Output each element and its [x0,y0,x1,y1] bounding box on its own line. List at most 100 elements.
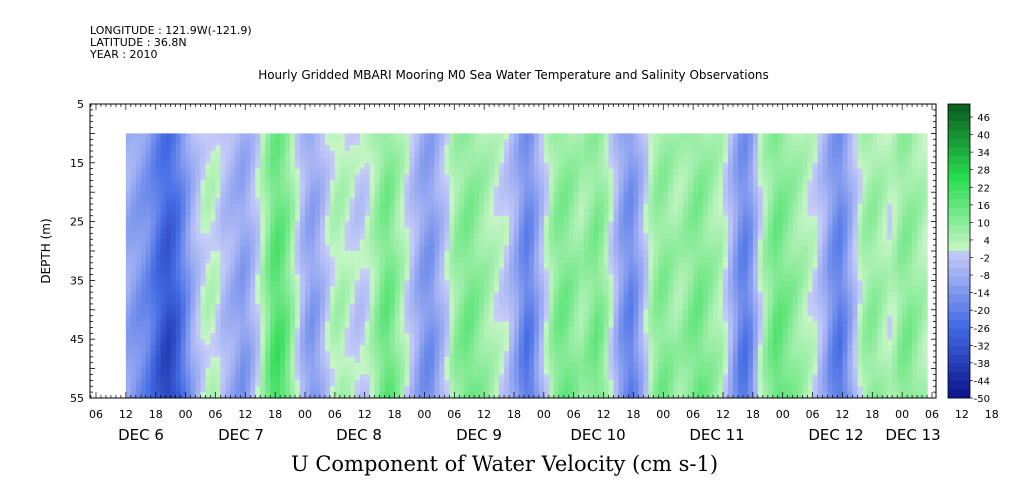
heatmap-cell [633,162,640,170]
heatmap-cell [235,374,241,381]
heatmap-cell [434,245,440,252]
heatmap-cell [568,392,575,398]
heatmap-cell [583,209,590,217]
heatmap-cell [200,198,207,205]
heatmap-cell [140,233,147,240]
heatmap-cell [523,309,530,317]
heatmap-cell [285,374,291,381]
heatmap-cell [160,227,167,234]
heatmap-cell [514,315,520,323]
heatmap-cell [533,168,540,176]
heatmap-cell [195,333,202,340]
heatmap-cell [394,221,401,229]
heatmap-cell [145,239,152,246]
heatmap-cell [235,186,241,193]
heatmap-cell [489,145,495,152]
heatmap-cell [364,392,371,398]
heatmap-cell [643,280,649,287]
heatmap-cell [543,198,550,205]
heatmap-cell [339,198,346,205]
heatmap-cell [344,362,351,370]
heatmap-cell [384,286,391,293]
heatmap-cell [538,298,545,305]
heatmap-cell [210,203,217,211]
heatmap-cell [494,356,500,364]
heatmap-cell [295,221,301,229]
heatmap-cell [608,333,615,340]
heatmap-cell [459,233,465,240]
heatmap-cell [618,292,625,299]
heatmap-cell [608,168,615,176]
heatmap-cell [593,392,600,398]
heatmap-cell [220,392,226,398]
heatmap-cell [245,321,251,329]
heatmap-cell [235,274,241,281]
heatmap-cell [200,262,207,270]
heatmap-cell [150,192,157,199]
heatmap-cell [514,151,520,158]
heatmap-cell [270,145,276,152]
heatmap-cell [538,315,545,323]
heatmap-cell [270,286,276,293]
heatmap-cell [130,280,137,287]
heatmap-cell [285,298,291,305]
heatmap-cell [334,374,341,381]
heatmap-cell [613,203,620,211]
heatmap-cell [235,227,241,234]
heatmap-cell [130,303,137,311]
heatmap-cell [489,174,495,182]
heatmap-cell [643,215,649,223]
heatmap-cell [374,239,381,246]
heatmap-cell [260,327,266,334]
heatmap-cell [658,245,664,252]
heatmap-cell [449,198,455,205]
heatmap-cell [618,180,625,187]
heatmap-cell [603,380,610,387]
heatmap-cell [638,221,644,229]
heatmap-cell [135,151,142,158]
heatmap-cell [270,280,276,287]
heatmap-cell [528,303,535,311]
heatmap-cell [444,286,450,293]
heatmap-cell [538,350,545,358]
heatmap-cell [354,256,361,264]
heatmap-cell [523,209,530,217]
heatmap-cell [563,245,570,252]
heatmap-cell [548,262,555,270]
heatmap-cell [364,292,371,299]
heatmap-cell [215,227,222,234]
heatmap-cell [578,362,585,370]
heatmap-cell [439,227,445,234]
heatmap-cell [618,215,625,223]
heatmap-cell [295,274,301,281]
heatmap-cell [588,209,595,217]
heatmap-cell [553,256,560,264]
heatmap-cell [170,162,177,170]
heatmap-cell [235,168,241,176]
heatmap-cell [638,256,644,264]
heatmap-cell [509,168,515,176]
heatmap-cell [499,392,505,398]
heatmap-cell [364,350,371,358]
heatmap-cell [384,233,391,240]
heatmap-cell [270,186,276,193]
heatmap-cell [509,268,515,276]
heatmap-cell [504,368,510,376]
heatmap-cell [439,368,445,376]
heatmap-cell [384,168,391,176]
heatmap-cell [260,256,266,264]
heatmap-cell [633,309,640,317]
heatmap-cell [379,139,386,146]
heatmap-cell [180,298,187,305]
heatmap-cell [558,339,565,346]
heatmap-cell [379,192,386,199]
heatmap-cell [324,327,331,334]
heatmap-cell [255,215,261,223]
heatmap-cell [225,133,231,140]
heatmap-cell [663,245,669,252]
heatmap-cell [210,168,217,176]
heatmap-cell [339,262,346,270]
heatmap-cell [240,268,246,276]
heatmap-cell [195,339,202,346]
heatmap-cell [499,245,505,252]
